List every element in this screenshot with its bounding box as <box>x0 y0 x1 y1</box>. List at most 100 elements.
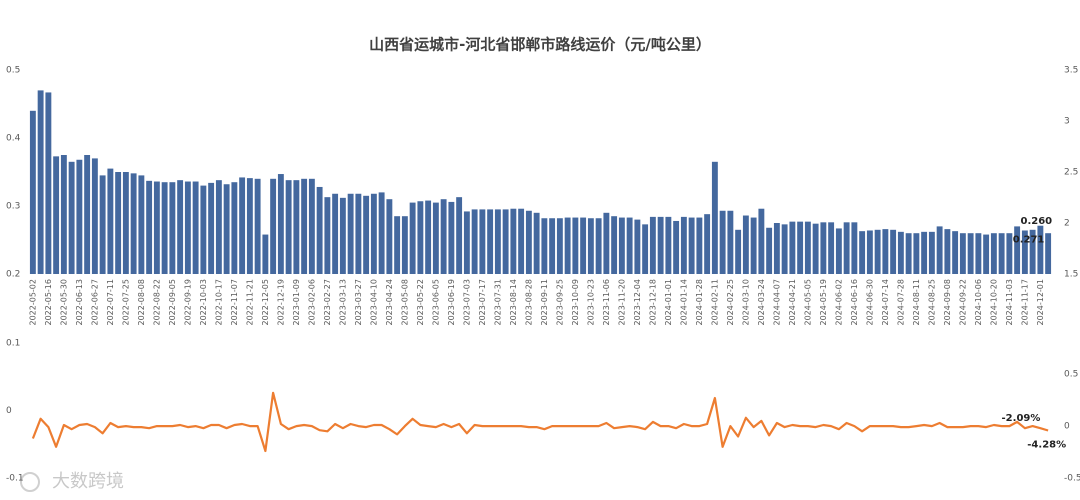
bar <box>401 216 408 274</box>
bar <box>851 222 858 274</box>
y2-tick-label: 1.5 <box>1064 270 1078 280</box>
bar <box>394 216 401 274</box>
bar <box>277 174 284 274</box>
x-tick-label: 2022-05-30 <box>59 279 68 326</box>
bar <box>944 229 951 274</box>
y-tick-label: 0.5 <box>6 66 20 76</box>
bar <box>921 231 928 274</box>
x-tick-label: 2022-10-03 <box>199 279 208 326</box>
x-tick-label: 2022-05-02 <box>28 279 37 326</box>
bar <box>556 218 563 274</box>
bar <box>301 178 308 274</box>
bar <box>890 229 897 274</box>
bar <box>1037 225 1044 274</box>
x-tick-label: 2024-05-05 <box>803 279 812 326</box>
bar <box>719 210 726 274</box>
bar <box>91 158 98 274</box>
x-tick-label: 2022-06-13 <box>75 279 84 326</box>
bar <box>246 178 253 274</box>
bar <box>518 208 525 274</box>
x-tick-label: 2023-04-10 <box>369 279 378 326</box>
bar <box>928 231 935 274</box>
bar <box>332 193 339 274</box>
x-tick-label: 2024-10-06 <box>974 279 983 326</box>
x-tick-label: 2022-05-16 <box>44 279 53 326</box>
bar <box>983 234 990 274</box>
bar <box>456 197 463 274</box>
bar <box>998 233 1005 274</box>
bar <box>231 182 238 274</box>
bar <box>642 224 649 274</box>
bar <box>363 195 370 274</box>
x-tick-label: 2024-06-02 <box>834 279 843 326</box>
x-tick-label: 2023-06-05 <box>431 279 440 326</box>
bar <box>184 181 191 274</box>
bar <box>115 172 122 274</box>
bar <box>750 217 757 274</box>
x-tick-label: 2024-11-03 <box>1005 279 1014 326</box>
y-tick-label: 0 <box>6 406 12 416</box>
bar <box>146 180 153 274</box>
bar <box>587 218 594 274</box>
x-tick-label: 2024-04-07 <box>772 279 781 326</box>
x-tick-label: 2024-02-11 <box>710 279 719 326</box>
bar <box>859 231 866 274</box>
bar <box>169 182 176 274</box>
bar <box>1006 233 1013 274</box>
x-tick-label: 2024-02-25 <box>726 279 735 326</box>
bar <box>603 212 610 274</box>
bar <box>905 233 912 274</box>
x-tick-label: 2023-05-08 <box>400 279 409 326</box>
x-tick-label: 2023-08-28 <box>524 279 533 326</box>
bar <box>626 217 633 274</box>
bar <box>735 229 742 274</box>
y-tick-label: 0.1 <box>6 339 20 349</box>
data-label: -4.28% <box>1027 440 1066 451</box>
y2-tick-label: -0.5 <box>1064 474 1080 484</box>
bar <box>53 156 60 274</box>
bar <box>355 193 362 274</box>
x-tick-label: 2024-12-01 <box>1036 279 1045 326</box>
bar <box>440 199 447 274</box>
chart-title: 山西省运城市-河北省邯郸市路线运价（元/吨公里） <box>369 36 711 54</box>
x-tick-label: 2024-06-30 <box>865 279 874 326</box>
x-tick-label: 2023-04-24 <box>385 279 394 326</box>
x-tick-label: 2024-03-24 <box>757 279 766 326</box>
y2-tick-label: 2 <box>1064 219 1070 229</box>
bar <box>37 90 44 275</box>
x-tick-label: 2024-01-14 <box>679 279 688 326</box>
bar <box>417 201 424 274</box>
x-tick-label: 2024-03-10 <box>741 279 750 326</box>
x-tick-label: 2022-09-19 <box>183 279 192 326</box>
bar <box>510 208 517 274</box>
bar <box>60 155 67 274</box>
watermark-icon <box>20 472 40 492</box>
line <box>31 391 1049 453</box>
x-tick-label: 2024-07-14 <box>881 279 890 326</box>
bar <box>835 228 842 274</box>
x-tick-label: 2023-07-31 <box>493 279 502 326</box>
bar <box>595 218 602 274</box>
x-tick-label: 2023-02-06 <box>307 279 316 326</box>
x-tick-label: 2022-12-19 <box>276 279 285 326</box>
bar <box>804 221 811 274</box>
y-tick-label: 0.3 <box>6 202 20 212</box>
bar <box>952 231 959 274</box>
bar <box>673 220 680 274</box>
bar <box>208 182 215 274</box>
bar <box>153 181 160 274</box>
bar <box>611 216 618 274</box>
y2-tick-label: 3.5 <box>1064 66 1078 76</box>
x-tick-label: 2023-07-17 <box>478 279 487 326</box>
bar <box>99 175 106 274</box>
bar <box>967 233 974 274</box>
x-tick-label: 2023-07-03 <box>462 279 471 326</box>
x-tick-label: 2022-09-05 <box>168 279 177 326</box>
bar <box>773 223 780 274</box>
bar <box>742 215 749 274</box>
x-tick-label: 2022-08-08 <box>137 279 146 326</box>
bar <box>339 197 346 274</box>
bar <box>215 180 222 274</box>
x-tick-label: 2024-09-08 <box>943 279 952 326</box>
x-tick-label: 2023-11-20 <box>617 279 626 326</box>
